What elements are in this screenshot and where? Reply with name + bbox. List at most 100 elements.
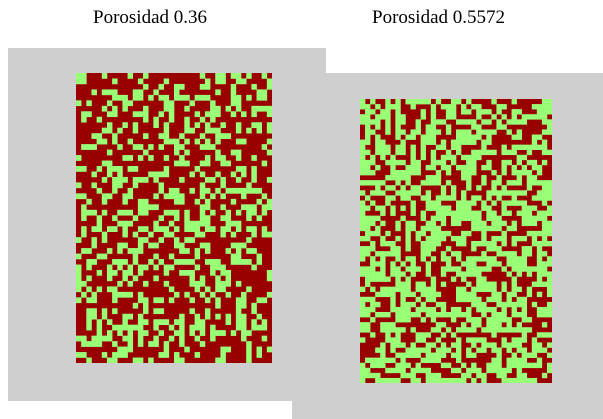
pore-cell [225, 133, 232, 139]
pore-cell [420, 301, 426, 308]
pore-cell [501, 185, 507, 191]
pore-cell [168, 138, 175, 145]
pore-cell [153, 297, 159, 304]
pore-cell [199, 73, 206, 79]
pore-cell [106, 160, 113, 167]
pore-cell [501, 210, 507, 216]
pore-cell [194, 138, 201, 145]
pore-cell [456, 367, 462, 374]
pore-cell [450, 185, 457, 191]
pore-cell [435, 99, 442, 105]
pore-cell [235, 149, 242, 156]
pore-cell [385, 377, 391, 383]
pore-cell [153, 253, 159, 260]
pore-cell [122, 242, 128, 249]
pore-cell [486, 210, 492, 216]
pore-cell [143, 237, 149, 243]
pore-cell [526, 317, 533, 323]
pore-cell [246, 94, 252, 101]
pore-cell [486, 119, 492, 125]
pore-cell [546, 271, 552, 277]
pore-cell [526, 144, 533, 151]
pore-cell [122, 94, 128, 101]
pore-cell [516, 266, 522, 272]
pore-cell [365, 109, 371, 115]
pore-cell [476, 256, 482, 262]
pore-cell [511, 291, 517, 298]
pore-cell [256, 127, 262, 134]
pore-cell [174, 237, 180, 243]
pore-cell [476, 296, 482, 303]
pore-cell [370, 372, 376, 379]
pore-cell [466, 256, 472, 262]
pore-cell [199, 319, 206, 325]
pore-cell [390, 286, 396, 293]
pore-cell [435, 291, 442, 298]
pore-cell [450, 154, 457, 161]
pore-cell [235, 308, 242, 315]
pore-cell [235, 100, 242, 107]
pore-cell [179, 133, 185, 139]
pore-cell [220, 78, 226, 85]
pore-cell [481, 225, 487, 232]
pore-cell [526, 175, 533, 181]
pore-cell [174, 187, 180, 194]
pore-cell [456, 210, 462, 216]
pore-cell [215, 111, 221, 118]
pore-cell [112, 259, 118, 265]
pore-cell [491, 241, 497, 247]
pore-cell [117, 330, 123, 336]
pore-cell [117, 144, 123, 150]
pore-cell [536, 164, 543, 171]
pore-cell [481, 276, 487, 282]
pore-cell [496, 317, 502, 323]
pore-cell [526, 170, 533, 176]
pore-cell [501, 230, 507, 237]
pore-cell [370, 119, 376, 125]
pore-cell [420, 281, 426, 287]
pore-cell [365, 266, 371, 272]
pore-cell [430, 235, 437, 242]
pore-cell [360, 170, 366, 176]
pore-cell [506, 271, 512, 277]
pore-cell [430, 119, 437, 125]
pore-cell [526, 220, 533, 227]
pore-cell [143, 204, 149, 211]
pore-cell [541, 251, 548, 257]
pore-cell [456, 164, 462, 171]
pore-cell [143, 111, 149, 118]
pore-cell [471, 246, 477, 252]
pore-cell [456, 256, 462, 262]
pore-cell [440, 195, 447, 201]
pore-cell [400, 139, 406, 145]
pore-cell [516, 271, 522, 277]
pore-cell [385, 114, 391, 120]
pore-cell [496, 180, 502, 186]
pore-cell [86, 297, 92, 304]
pore-cell [496, 357, 502, 364]
pore-cell [521, 327, 528, 333]
pore-cell [137, 155, 144, 161]
pore-cell [380, 357, 386, 364]
pore-cell [390, 337, 396, 343]
pore-cell [400, 312, 406, 318]
pore-cell [127, 209, 134, 216]
pore-cell [521, 235, 528, 242]
pore-cell [215, 89, 221, 96]
pore-cell [365, 170, 371, 176]
pore-cell [471, 200, 477, 206]
pore-cell [163, 341, 170, 347]
pore-cell [174, 319, 180, 325]
pore-cell [158, 330, 164, 336]
pore-cell [496, 347, 502, 353]
pore-cell [81, 291, 87, 298]
pore-cell [481, 251, 487, 257]
pore-cell [365, 372, 371, 379]
pore-cell [420, 291, 426, 298]
pore-cell [365, 230, 371, 237]
pore-cell [375, 215, 381, 222]
pore-cell [531, 215, 538, 222]
pore-cell [143, 319, 149, 325]
pore-cell [496, 246, 502, 252]
pore-cell [496, 352, 502, 358]
